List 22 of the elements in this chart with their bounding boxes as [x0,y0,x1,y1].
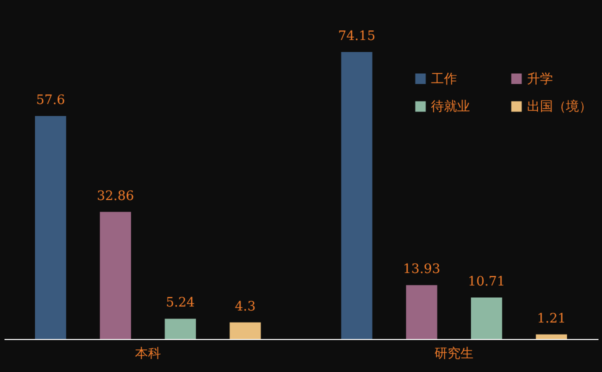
bar [100,212,132,339]
bar [406,285,438,339]
legend-label: 工作 [431,72,457,87]
legend-label: 升学 [527,72,553,87]
legend-label: 出国（境） [527,98,592,114]
data-label: 4.3 [234,299,256,314]
bar [536,334,568,339]
bar [34,116,66,339]
data-label: 32.86 [96,188,134,204]
data-label: 57.6 [36,93,66,108]
x-tick-label: 研究生 [434,346,474,362]
data-label: 74.15 [338,29,376,44]
legend-label: 待就业 [431,100,470,114]
bar [230,322,261,339]
bar [341,52,372,339]
data-label: 5.24 [166,296,195,311]
data-label: 1.21 [536,311,566,326]
data-label: 10.71 [468,274,506,290]
x-tick-label: 本科 [134,346,161,362]
bar [470,298,502,339]
data-label: 13.93 [403,262,440,278]
bar [164,318,196,339]
